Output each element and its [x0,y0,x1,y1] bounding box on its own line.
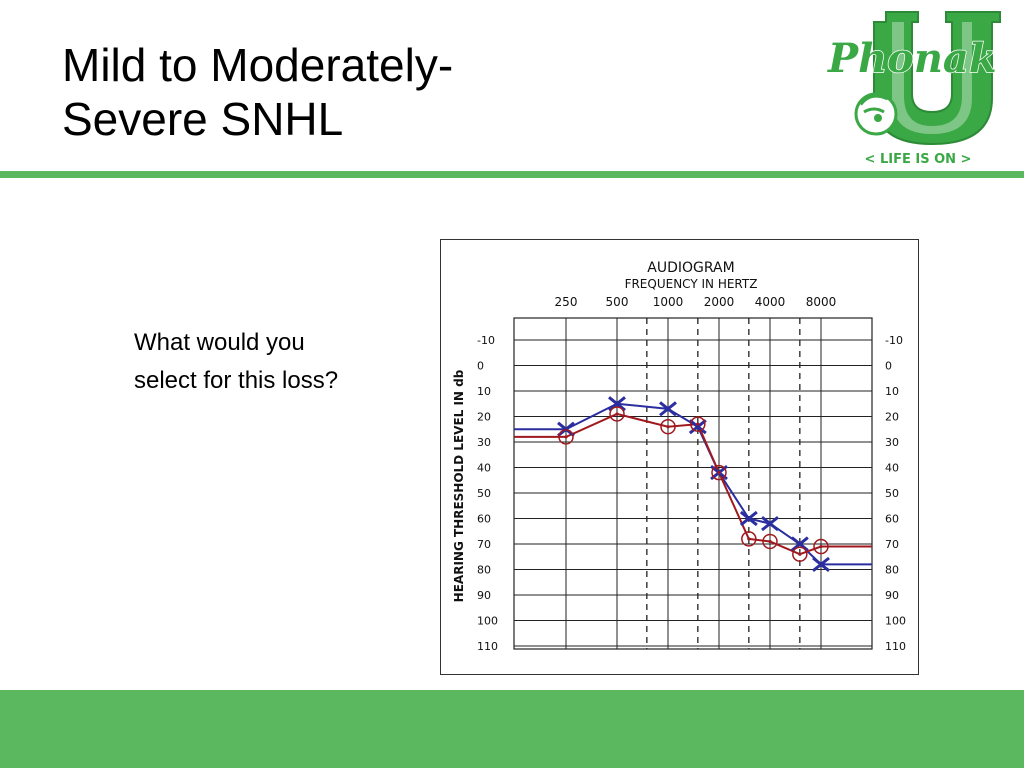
y-tick-label-right: -10 [885,334,903,347]
data-point-x [790,536,809,552]
y-tick-label-left: 10 [477,385,491,398]
data-point-o [711,464,727,481]
logo-brand-text: Phonak [827,35,997,82]
x-tick-label: 500 [606,295,629,309]
data-point-o [762,533,778,550]
slide-title-line-1: Mild to Moderately- [62,39,454,91]
logo-tagline: < LIFE IS ON > [865,152,972,167]
plot-border [513,317,873,650]
data-point-o [792,546,808,562]
slide-title: Mild to Moderately- Severe SNHL [62,38,702,146]
data-point-o [741,531,757,547]
y-tick-label-right: 110 [885,640,906,653]
y-tick-label-right: 80 [885,564,899,577]
y-tick-label-left: 0 [477,360,484,373]
logo-u-shape [873,11,1001,146]
y-tick-label-left: 60 [477,513,491,526]
data-point-x [688,419,707,435]
slide-title-line-2: Severe SNHL [62,93,344,145]
y-tick-label-right: 30 [885,436,899,449]
y-tick-label-left: -10 [477,334,495,347]
slide-body-text: What would you select for this loss? [134,324,424,400]
y-tick-label-left: 90 [477,589,491,602]
y-tick-label-left: 80 [477,564,491,577]
y-tick-label-left: 40 [477,462,491,475]
data-point-o [609,406,625,422]
data-point-x [761,516,779,532]
mascot-head-icon [854,92,898,136]
y-tick-label-right: 0 [885,360,892,373]
data-point-x [812,556,830,572]
chart-subtitle: FREQUENCY IN HERTZ [625,277,758,291]
data-point-x [739,510,758,527]
data-point-o [558,429,574,445]
y-tick-label-right: 40 [885,462,899,475]
x-tick-label: 250 [555,295,578,309]
audiogram-svg: AUDIOGRAM FREQUENCY IN HERTZ HEARING THR… [452,260,906,653]
x-tick-label: 2000 [704,295,735,309]
x-tick-label: 4000 [755,295,786,309]
data-point-x [608,396,626,412]
y-tick-label-left: 30 [477,436,491,449]
y-tick-label-left: 100 [477,615,498,628]
y-tick-label-right: 100 [885,615,906,628]
y-tick-label-right: 10 [885,385,899,398]
data-point-x [659,401,677,417]
y-tick-label-right: 60 [885,513,899,526]
x-tick-label: 1000 [653,295,684,309]
y-tick-label-left: 20 [477,411,491,424]
y-tick-label-left: 110 [477,640,498,653]
y-tick-label-right: 50 [885,487,899,500]
phonak-u-logo: Phonak < LIFE IS ON > [822,8,1012,168]
y-tick-label-right: 20 [885,411,899,424]
y-tick-label-left: 70 [477,538,491,551]
data-point-o [660,418,676,435]
y-axis-label: HEARING THRESHOLD LEVEL IN db [452,369,466,602]
y-tick-label-right: 90 [885,589,899,602]
series-line-o [514,412,872,556]
body-line-2: select for this loss? [134,367,339,394]
chart-title: AUDIOGRAM [647,260,734,276]
x-tick-label: 8000 [806,295,837,309]
header-divider [0,171,1024,178]
data-point-o [813,538,829,555]
body-line-1: What would you [134,329,305,356]
y-tick-label-left: 50 [477,487,491,500]
footer-band [0,690,1024,768]
audiogram-chart: AUDIOGRAM FREQUENCY IN HERTZ HEARING THR… [440,239,919,675]
data-point-o [690,416,706,432]
y-tick-label-right: 70 [885,538,899,551]
